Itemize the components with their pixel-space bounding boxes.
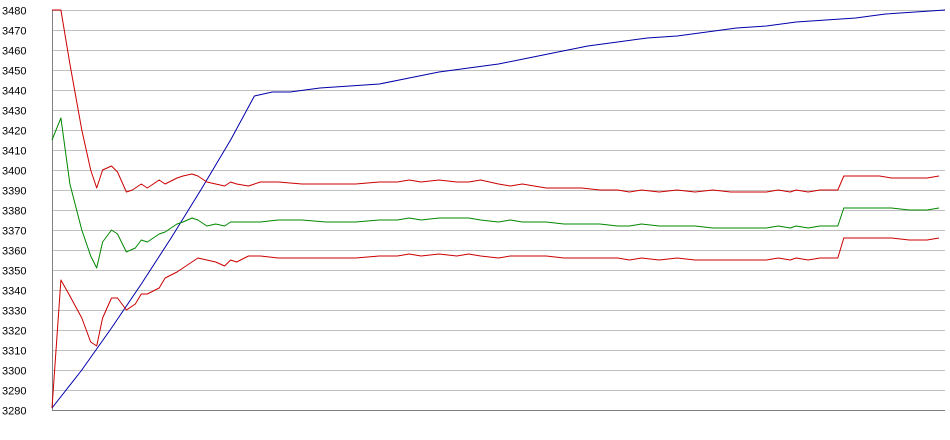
axes <box>52 10 945 411</box>
series-line-1 <box>51 9 946 409</box>
y-tick-label: 3380 <box>2 206 26 218</box>
y-tick-label: 3320 <box>2 326 26 338</box>
y-tick-label: 3350 <box>2 266 26 278</box>
y-tick-label: 3450 <box>2 66 26 78</box>
series-line-2 <box>52 9 940 193</box>
y-tick-label: 3410 <box>2 146 26 158</box>
y-tick-label: 3440 <box>2 86 26 98</box>
y-tick-label: 3430 <box>2 106 26 118</box>
y-tick-label: 3290 <box>2 386 26 398</box>
y-tick-label: 3420 <box>2 126 26 138</box>
y-tick-label: 3400 <box>2 166 26 178</box>
y-tick-label: 3300 <box>2 366 26 378</box>
y-tick-label: 3480 <box>2 6 26 18</box>
grid-lines <box>52 10 945 411</box>
y-tick-label: 3280 <box>2 406 26 418</box>
y-tick-label: 3370 <box>2 226 26 238</box>
y-tick-label: 3340 <box>2 286 26 298</box>
series-line-4 <box>51 237 940 409</box>
y-axis-tick-labels: 3280 3290 3300 3310 3320 3330 3340 3350 3360 3370… <box>2 6 26 418</box>
y-tick-label: 3460 <box>2 46 26 58</box>
y-tick-label: 3330 <box>2 306 26 318</box>
y-tick-label: 3360 <box>2 246 26 258</box>
series-lines <box>51 9 946 409</box>
y-tick-label: 3390 <box>2 186 26 198</box>
y-tick-label: 3470 <box>2 26 26 38</box>
y-tick-label: 3310 <box>2 346 26 358</box>
series-line-3 <box>51 117 940 269</box>
